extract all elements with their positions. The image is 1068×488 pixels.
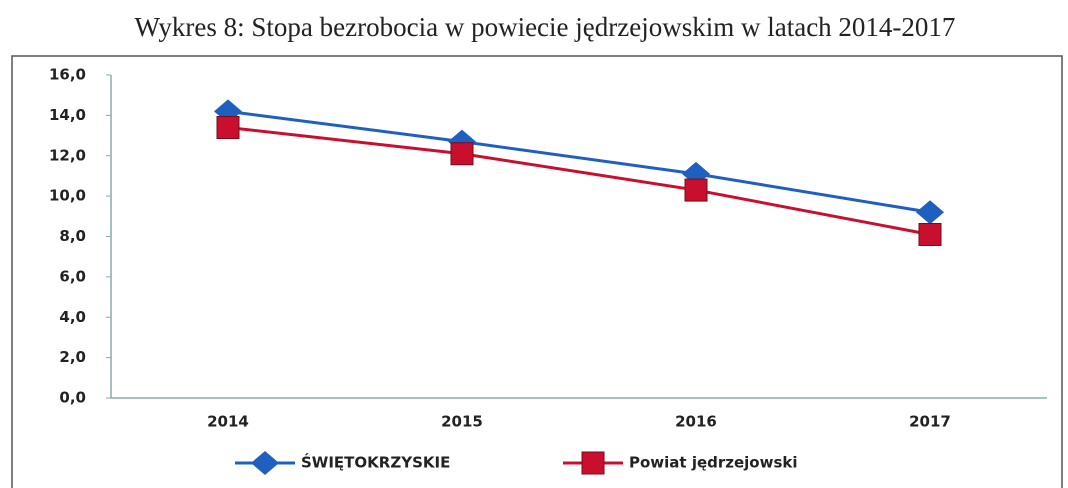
- y-tick-label: 6,0: [59, 267, 86, 285]
- y-tick-label: 8,0: [59, 227, 86, 245]
- x-tick-label: 2017: [909, 413, 951, 431]
- x-tick-label: 2014: [207, 413, 249, 431]
- chart-frame: [11, 55, 1063, 488]
- x-tick-label: 2016: [675, 413, 717, 431]
- series-line: [227, 125, 931, 236]
- point: [918, 222, 942, 246]
- x-tick-label: 2015: [441, 413, 483, 431]
- point: [251, 451, 279, 475]
- point: [581, 451, 605, 475]
- y-tick-label: 2,0: [59, 348, 86, 366]
- y-tick-label: 16,0: [49, 66, 86, 84]
- legend-label: Powiat jędrzejowski: [629, 454, 798, 472]
- y-tick-label: 0,0: [59, 389, 86, 407]
- y-tick-label: 4,0: [59, 308, 86, 326]
- point: [450, 142, 474, 166]
- y-tick-label: 12,0: [49, 146, 86, 164]
- point: [216, 115, 240, 139]
- point: [916, 200, 944, 225]
- legend-label: ŚWIĘTOKRZYSKIE: [301, 453, 450, 472]
- y-tick-label: 10,0: [49, 187, 86, 205]
- chart-title: Wykres 8: Stopa bezrobocia w powiecie ję…: [135, 12, 956, 42]
- y-tick-label: 14,0: [49, 106, 86, 124]
- point: [684, 178, 708, 202]
- series-line: [227, 109, 931, 214]
